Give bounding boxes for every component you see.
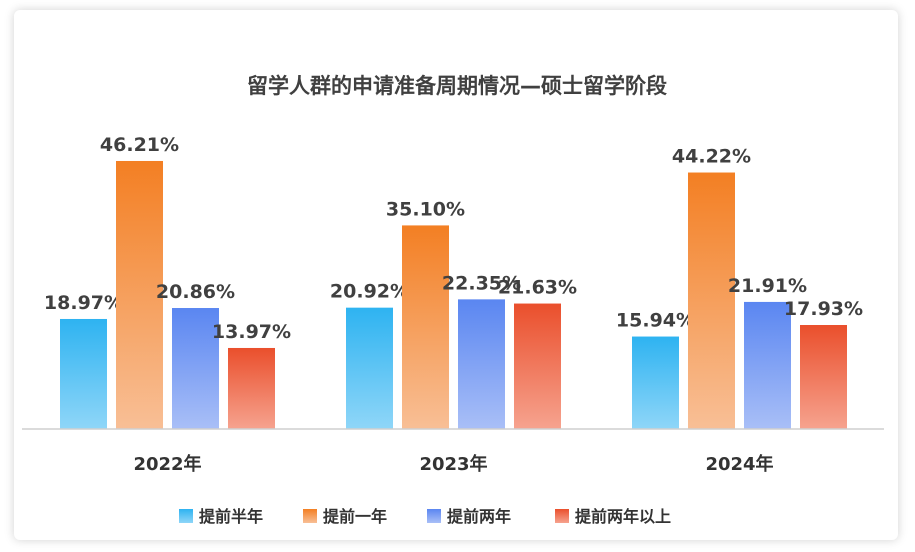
bar-2024年-提前半年 [632,336,679,429]
bar-2023年-提前半年 [346,307,393,429]
data-label-2023年-提前两年以上: 21.63% [498,277,577,299]
bar-2024年-提前两年以上 [800,325,847,429]
bar-2022年-提前两年 [172,308,219,429]
data-label-2023年-提前一年: 35.10% [386,198,465,220]
legend-swatch-提前半年 [179,509,193,523]
legend-swatch-提前一年 [303,509,317,523]
category-label-2022年: 2022年 [133,453,201,475]
data-label-2024年-提前一年: 44.22% [672,146,751,168]
data-label-2024年-提前两年以上: 17.93% [784,298,863,320]
bar-2023年-提前一年 [402,225,449,429]
category-label-2024年: 2024年 [705,453,773,475]
bar-2024年-提前一年 [688,172,735,430]
bar-2023年-提前两年 [458,299,505,429]
legend-label-提前两年: 提前两年 [447,507,511,526]
data-label-2022年-提前一年: 46.21% [100,134,179,156]
data-label-2022年-提前两年以上: 13.97% [212,321,291,343]
data-label-2022年-提前半年: 18.97% [44,292,123,314]
data-label-2023年-提前两年: 22.35% [442,272,521,294]
bar-2022年-提前半年 [60,318,107,429]
category-labels: 2022年 2023年 2024年 [133,453,773,475]
data-label-2024年-提前两年: 21.91% [728,275,807,297]
bar-2023年-提前两年以上 [514,303,561,429]
category-label-2023年: 2023年 [419,453,487,475]
data-label-2024年-提前半年: 15.94% [616,310,695,332]
data-label-2023年-提前半年: 20.92% [330,281,409,303]
legend-label-提前半年: 提前半年 [199,507,263,526]
bar-2022年-提前一年 [116,160,163,429]
bar-2024年-提前两年 [744,301,791,429]
bars-group: 18.97% 46.21% 20.86% 13.97% 20.92% 35.10% 22.3… [44,134,863,430]
legend-swatch-提前两年以上 [555,509,569,523]
bar-2022年-提前两年以上 [228,347,275,429]
legend-label-提前两年以上: 提前两年以上 [575,507,671,526]
data-label-2022年-提前两年: 20.86% [156,281,235,303]
legend-label-提前一年: 提前一年 [323,507,387,526]
legend-swatch-提前两年 [427,509,441,523]
chart-title: 留学人群的申请准备周期情况—硕士留学阶段 [247,74,667,98]
legend: 提前半年 提前一年 提前两年 提前两年以上 [179,507,671,526]
